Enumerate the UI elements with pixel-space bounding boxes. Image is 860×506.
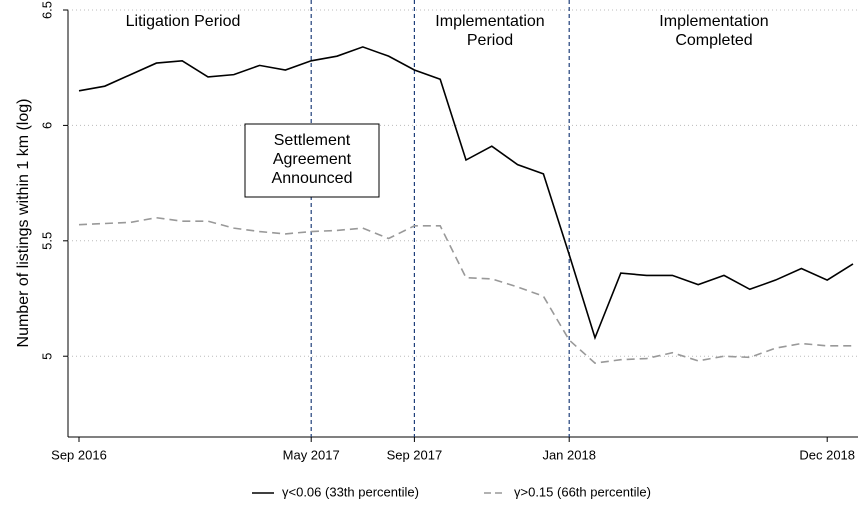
y-tick-label: 5 bbox=[39, 353, 54, 360]
legend-label: γ<0.06 (33th percentile) bbox=[282, 484, 419, 499]
annotation-text: Agreement bbox=[273, 151, 352, 168]
period-label: Implementation bbox=[435, 13, 544, 30]
annotation-box bbox=[244, 123, 380, 198]
x-tick-label: Sep 2017 bbox=[387, 447, 443, 462]
x-tick-label: May 2017 bbox=[283, 447, 340, 462]
series-line bbox=[78, 216, 853, 364]
legend-label: γ>0.15 (66th percentile) bbox=[514, 484, 651, 499]
period-label: Completed bbox=[675, 32, 752, 49]
x-tick-label: Sep 2016 bbox=[51, 447, 107, 462]
x-tick-label: Dec 2018 bbox=[799, 447, 855, 462]
series-line bbox=[78, 46, 854, 341]
period-label: Litigation Period bbox=[126, 13, 241, 30]
y-tick-label: 5.5 bbox=[39, 232, 54, 250]
y-tick-label: 6.5 bbox=[39, 1, 54, 19]
x-tick-label: Jan 2018 bbox=[542, 447, 596, 462]
annotation-text: Settlement bbox=[274, 132, 351, 149]
y-tick-label: 6 bbox=[39, 122, 54, 129]
period-label: Implementation bbox=[659, 13, 768, 30]
y-axis-label: Number of listings within 1 km (log) bbox=[15, 99, 32, 348]
period-label: Period bbox=[467, 32, 513, 49]
annotation-text: Announced bbox=[272, 170, 353, 187]
